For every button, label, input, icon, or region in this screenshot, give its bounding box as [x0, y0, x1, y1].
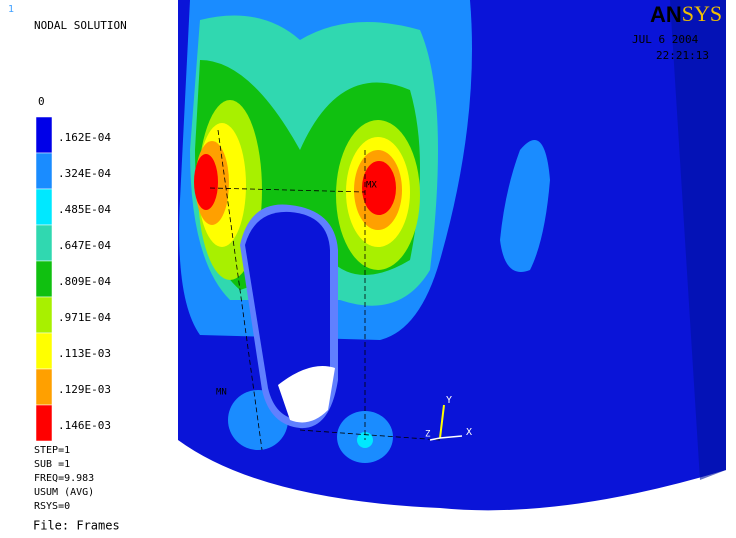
ansys-view: Y X Z MX MN 1 NODAL SOLUTION ANSYS JUL 6… [0, 0, 736, 538]
legend-swatch [36, 225, 52, 261]
contour [194, 154, 218, 210]
info-line: FREQ=9.983 [34, 473, 94, 484]
min-marker: MN [216, 388, 227, 398]
legend-label: .324E-04 [58, 167, 111, 180]
legend-label: .647E-04 [58, 239, 111, 252]
legend-swatch [36, 369, 52, 405]
info-line: SUB =1 [34, 459, 70, 470]
legend-swatch [36, 333, 52, 369]
legend-swatch [36, 189, 52, 225]
title: NODAL SOLUTION [34, 19, 127, 32]
info-line: USUM (AVG) [34, 487, 94, 498]
file-name: File: Frames [33, 519, 120, 533]
axis-label: Y [446, 395, 452, 406]
legend-swatch [36, 405, 52, 441]
axis-label: X [466, 427, 472, 438]
info-line: STEP=1 [34, 445, 70, 456]
info-line: RSYS=0 [34, 501, 70, 512]
logo: ANSYS [650, 1, 722, 27]
legend-label: .809E-04 [58, 275, 111, 288]
legend-swatch [36, 297, 52, 333]
time: 22:21:13 [656, 49, 709, 62]
legend-label: .129E-03 [58, 383, 111, 396]
max-marker: MX [366, 181, 377, 191]
legend-swatch [36, 261, 52, 297]
legend-label: .113E-03 [58, 347, 111, 360]
legend-top-label: 0 [38, 95, 45, 108]
legend-swatch [36, 153, 52, 189]
legend-label: .485E-04 [58, 203, 111, 216]
legend-label: .971E-04 [58, 311, 111, 324]
date: JUL 6 2004 [632, 33, 699, 46]
window-number: 1 [8, 4, 14, 15]
legend-label: .162E-04 [58, 131, 111, 144]
legend-label: .146E-03 [58, 419, 111, 432]
axis-label: Z [425, 430, 431, 440]
legend-swatch [36, 117, 52, 153]
